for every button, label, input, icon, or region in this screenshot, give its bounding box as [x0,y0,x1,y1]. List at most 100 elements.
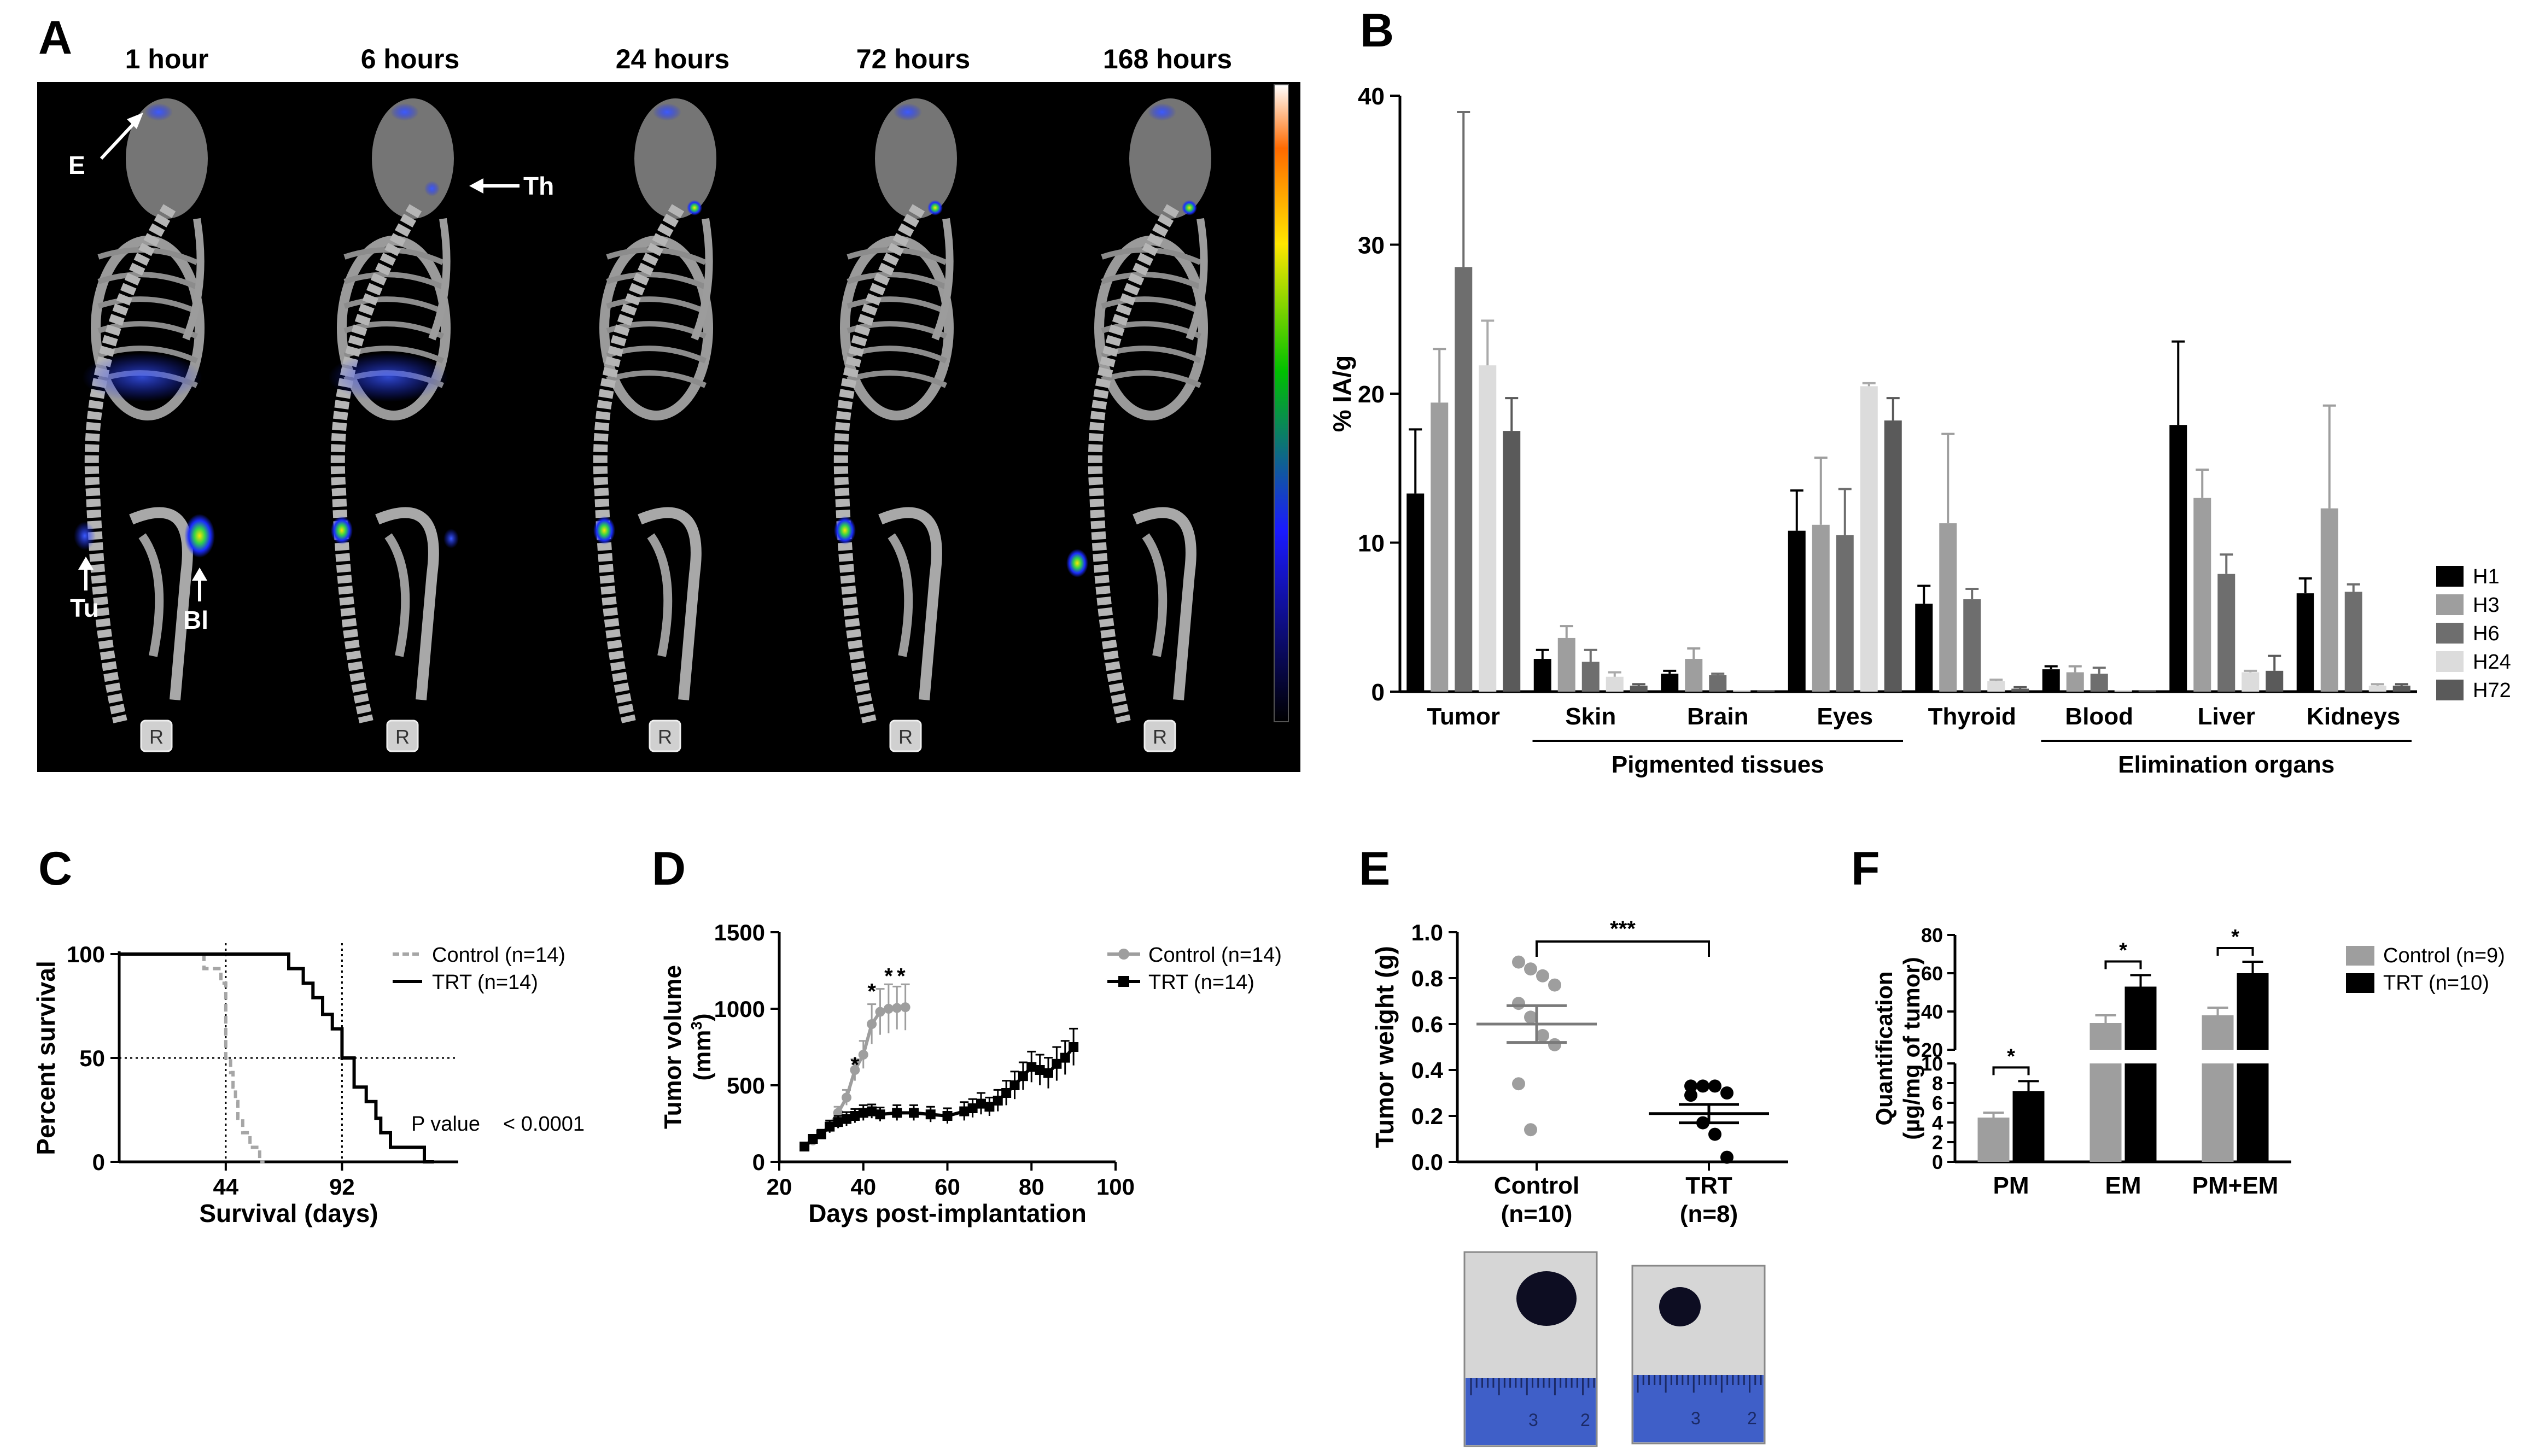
x-tick-label: 20 [767,1174,792,1200]
y-tick-label: 60 [1921,962,1943,985]
significance-marker: * [2119,939,2127,962]
hind-leg [384,533,410,657]
bar [1915,604,1933,692]
data-point [1052,1059,1062,1069]
significance-bracket [2104,960,2142,969]
y-axis-unit-superscript: 3 [688,1021,705,1030]
data-point [976,1098,986,1109]
legend-swatch [2436,651,2464,672]
tumor-uptake-spot [1066,549,1088,577]
data-point [909,1108,919,1118]
y-tick-label: 80 [1921,924,1943,946]
bar-lower-segment [2089,1063,2122,1162]
eye-uptake-spot [894,103,922,121]
significance-marker: * [884,964,893,989]
significance-marker: * [2231,926,2239,949]
y-tick-label: 6 [1932,1092,1943,1114]
chart-b-biodistribution: 0 10 20 30 40 % IA/g Tumor Skin Brain Eyes Thyroid… [1328,83,2511,778]
annotation-eye: E [68,151,85,179]
bar [1685,659,1703,692]
bar [2392,686,2410,692]
bar [2344,592,2362,692]
skeleton-image: R [593,98,716,752]
fore-leg [931,218,954,341]
y-axis-label: % IA/g [1328,355,1356,432]
y-tick-label: 0 [92,1149,105,1175]
y-tick-label: 0 [1371,679,1385,706]
data-point [1512,1077,1525,1091]
liver-uptake-region [328,353,448,402]
y-tick-label: 20 [1358,381,1385,408]
category-label: Blood [2065,703,2133,730]
thyroid-uptake-spot [424,181,440,196]
annotation-thyroid: Th [523,172,554,200]
timepoint-label: 72 hours [856,44,970,74]
bar [2266,670,2284,692]
bar [1812,524,1830,692]
fore-leg [1186,218,1208,341]
orientation-marker-box [386,720,419,752]
tumor-uptake-spot [834,516,856,545]
x-tick-label: 40 [850,1174,876,1200]
y-tick-label: 1.0 [1411,920,1443,945]
rib [343,296,445,314]
bar [1503,431,1521,692]
bladder-uptake-spot [443,529,459,548]
category-n: (n=8) [1680,1201,1738,1227]
bar [2011,688,2029,692]
bar [2217,574,2236,692]
significance-bracket [1992,1066,2030,1075]
panel-label-a: A [38,11,72,64]
data-point [900,1002,910,1013]
tumor-photo-trt: 3 2 [1631,1265,1766,1445]
rib [1101,272,1202,290]
thyroid-uptake-spot [687,200,702,215]
category-label: Eyes [1817,703,1873,730]
fore-leg [428,218,451,341]
rib [97,296,199,314]
data-point [816,1129,826,1139]
hind-leg [138,533,164,657]
bar [2124,986,2157,1050]
data-point [1043,1068,1053,1078]
data-point [984,1102,995,1112]
bar [1884,420,1902,692]
bar [1661,674,1679,692]
bar [1788,530,1806,692]
y-axis-label-line1: Quantification [1871,971,1897,1125]
category-label: TRT [1685,1172,1732,1199]
x-tick-label: 92 [329,1174,355,1200]
legend-label: H3 [2473,594,2500,617]
panel-label-f: F [1851,843,1880,895]
ruler-label: 3 [1691,1408,1701,1428]
rib [847,296,948,314]
orientation-marker: R [1153,726,1167,748]
ruler [1466,1378,1596,1445]
data-point [1720,1150,1733,1164]
bar [1431,402,1449,692]
rib [606,296,707,314]
legend-label: H24 [2473,651,2511,674]
y-axis-label: Quantification (µg/mg of tumor) [1871,957,1924,1139]
orientation-marker-box [649,720,681,752]
data-point [1009,1080,1020,1090]
bar [2114,690,2132,692]
legend: H1 H3 H6 H24 H72 [2436,565,2511,702]
bar [2042,669,2060,692]
data-point [1684,1089,1697,1102]
y-tick-label: 4 [1932,1112,1943,1134]
data-point [1536,1029,1549,1042]
y-tick-label: 0.2 [1411,1103,1443,1129]
arrowhead-icon [127,113,143,129]
skeleton-image: R [1066,98,1211,752]
annotation-tumor: Tu [70,594,99,622]
eye-uptake-spot [653,103,681,121]
y-tick-label: 100 [67,942,105,967]
data-point [892,1003,902,1013]
bar [2242,672,2260,692]
bar [1963,599,1981,692]
panel-label-c: C [38,843,72,895]
